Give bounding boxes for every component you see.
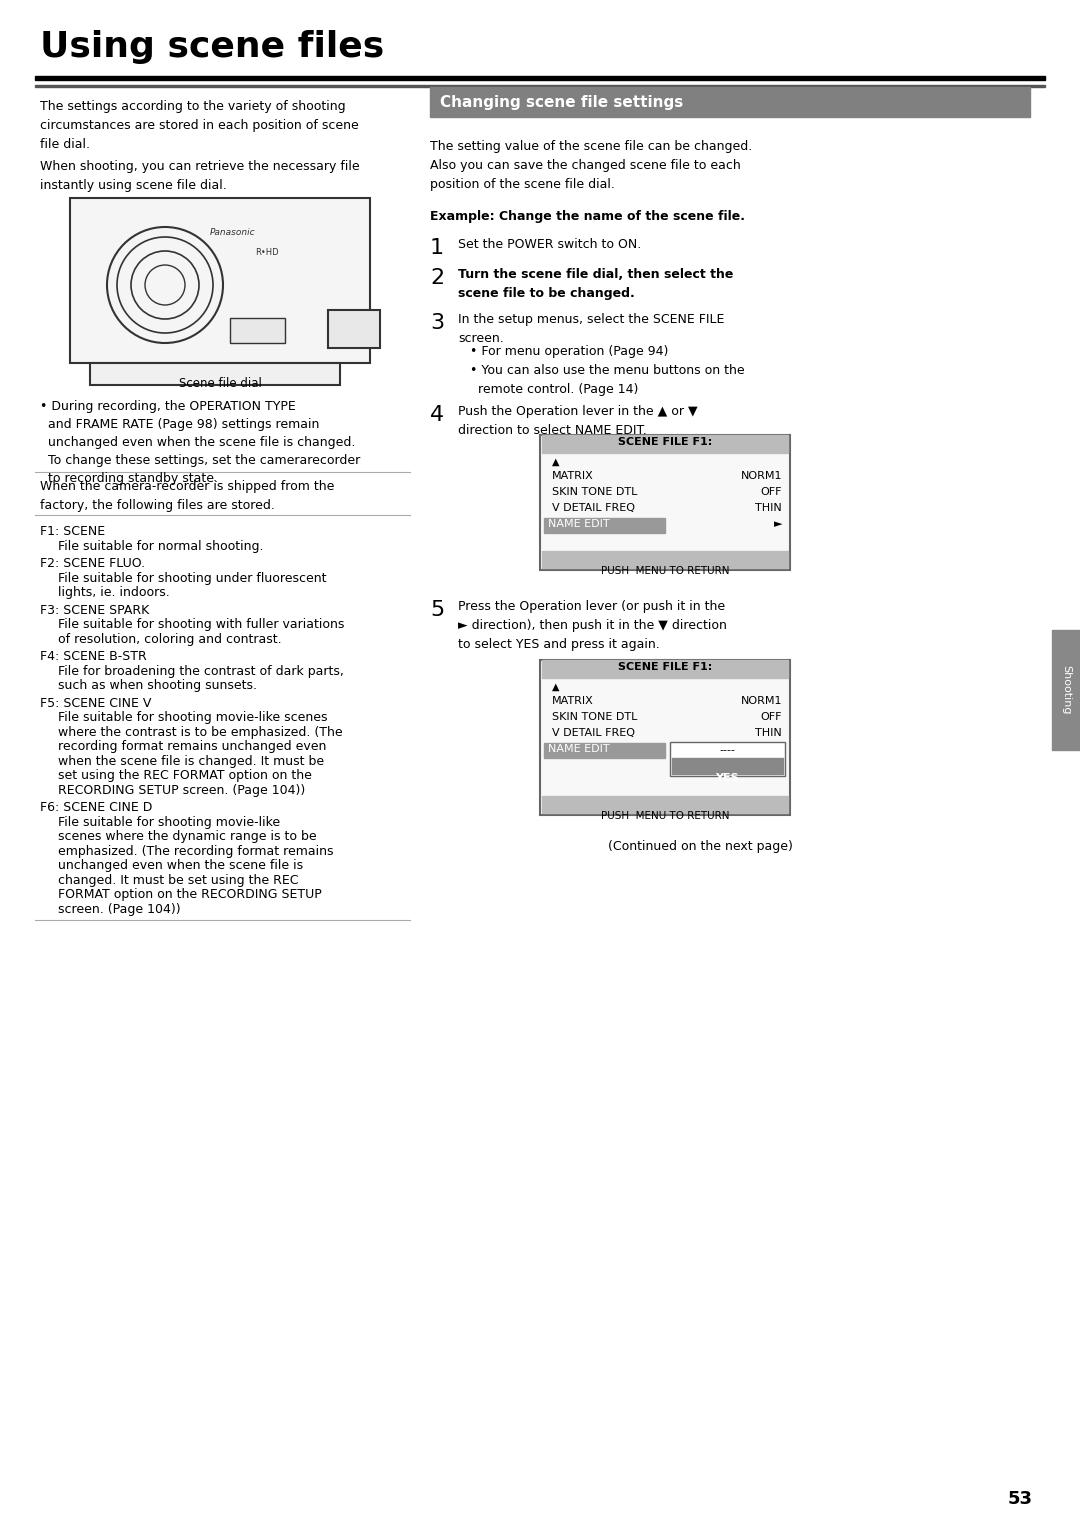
Text: When shooting, you can retrieve the necessary file
instantly using scene file di: When shooting, you can retrieve the nece… xyxy=(40,159,360,192)
Text: of resolution, coloring and contrast.: of resolution, coloring and contrast. xyxy=(58,633,282,645)
Bar xyxy=(544,743,665,758)
Text: FORMAT option on the RECORDING SETUP: FORMAT option on the RECORDING SETUP xyxy=(58,889,322,901)
Text: THIN: THIN xyxy=(755,728,782,738)
Text: NORM1: NORM1 xyxy=(741,470,782,481)
Text: scenes where the dynamic range is to be: scenes where the dynamic range is to be xyxy=(58,830,316,843)
Text: 1: 1 xyxy=(430,237,444,257)
Text: ----: ---- xyxy=(719,745,735,755)
Bar xyxy=(230,319,285,343)
Text: MATRIX: MATRIX xyxy=(552,470,594,481)
Text: NAME EDIT: NAME EDIT xyxy=(548,519,609,529)
Text: In the setup menus, select the SCENE FILE
screen.: In the setup menus, select the SCENE FIL… xyxy=(458,313,725,345)
Text: File suitable for shooting movie-like: File suitable for shooting movie-like xyxy=(58,815,280,829)
Text: F5: SCENE CINE V: F5: SCENE CINE V xyxy=(40,697,151,709)
Bar xyxy=(540,435,789,570)
Text: F3: SCENE SPARK: F3: SCENE SPARK xyxy=(40,604,149,616)
Text: When the camera-recorder is shipped from the
factory, the following files are st: When the camera-recorder is shipped from… xyxy=(40,480,335,512)
Bar xyxy=(430,87,1030,116)
Bar xyxy=(35,77,1045,80)
Text: 3: 3 xyxy=(430,313,444,332)
Text: RECORDING SETUP screen. (Page 104)): RECORDING SETUP screen. (Page 104)) xyxy=(58,783,306,797)
Text: F6: SCENE CINE D: F6: SCENE CINE D xyxy=(40,801,152,813)
Text: 2: 2 xyxy=(430,268,444,288)
Text: unchanged even when the scene file is: unchanged even when the scene file is xyxy=(58,859,303,872)
Text: PUSH  MENU TO RETURN: PUSH MENU TO RETURN xyxy=(600,810,729,821)
Text: SKIN TONE DTL: SKIN TONE DTL xyxy=(552,712,637,722)
Text: set using the REC FORMAT option on the: set using the REC FORMAT option on the xyxy=(58,769,312,781)
Text: SCENE FILE F1:: SCENE FILE F1: xyxy=(618,662,712,673)
Text: File suitable for shooting under fluorescent: File suitable for shooting under fluores… xyxy=(58,571,326,585)
Text: PUSH  MENU TO RETURN: PUSH MENU TO RETURN xyxy=(600,565,729,576)
Text: SKIN TONE DTL: SKIN TONE DTL xyxy=(552,487,637,496)
Text: Shooting: Shooting xyxy=(1061,665,1071,715)
Bar xyxy=(1052,630,1080,751)
Text: F4: SCENE B-STR: F4: SCENE B-STR xyxy=(40,650,147,663)
Text: File suitable for normal shooting.: File suitable for normal shooting. xyxy=(58,539,264,553)
Bar xyxy=(328,309,380,348)
Bar xyxy=(540,660,789,815)
Text: R•HD: R•HD xyxy=(255,248,279,257)
Text: Scene file dial: Scene file dial xyxy=(178,377,261,391)
Text: changed. It must be set using the REC: changed. It must be set using the REC xyxy=(58,873,298,887)
Bar xyxy=(544,518,665,533)
Bar xyxy=(542,435,788,453)
Bar xyxy=(542,797,788,813)
Text: Set the POWER switch to ON.: Set the POWER switch to ON. xyxy=(458,237,642,251)
Text: 4: 4 xyxy=(430,404,444,424)
Text: such as when shooting sunsets.: such as when shooting sunsets. xyxy=(58,679,257,692)
Bar xyxy=(90,363,340,385)
Text: THIN: THIN xyxy=(755,502,782,513)
Text: OFF: OFF xyxy=(760,712,782,722)
Text: ▲: ▲ xyxy=(552,682,559,692)
Text: YES: YES xyxy=(715,774,739,783)
Text: The settings according to the variety of shooting
circumstances are stored in ea: The settings according to the variety of… xyxy=(40,100,359,152)
Text: Push the Operation lever in the ▲ or ▼
direction to select NAME EDIT.: Push the Operation lever in the ▲ or ▼ d… xyxy=(458,404,698,437)
Text: recording format remains unchanged even: recording format remains unchanged even xyxy=(58,740,326,754)
Text: lights, ie. indoors.: lights, ie. indoors. xyxy=(58,587,170,599)
Text: V DETAIL FREQ: V DETAIL FREQ xyxy=(552,502,635,513)
Text: screen. (Page 104)): screen. (Page 104)) xyxy=(58,902,180,916)
Text: ▲: ▲ xyxy=(552,457,559,467)
Text: 5: 5 xyxy=(430,601,444,620)
Text: File suitable for shooting movie-like scenes: File suitable for shooting movie-like sc… xyxy=(58,711,327,725)
Text: where the contrast is to be emphasized. (The: where the contrast is to be emphasized. … xyxy=(58,726,342,738)
Bar xyxy=(70,198,370,363)
Text: ►: ► xyxy=(773,519,782,529)
Text: • For menu operation (Page 94)
• You can also use the menu buttons on the
  remo: • For menu operation (Page 94) • You can… xyxy=(470,345,744,395)
Text: • During recording, the OPERATION TYPE
  and FRAME RATE (Page 98) settings remai: • During recording, the OPERATION TYPE a… xyxy=(40,400,361,486)
Text: Example: Change the name of the scene file.: Example: Change the name of the scene fi… xyxy=(430,210,745,224)
Text: NAME EDIT: NAME EDIT xyxy=(548,745,609,754)
Text: Press the Operation lever (or push it in the
► direction), then push it in the ▼: Press the Operation lever (or push it in… xyxy=(458,601,727,651)
Text: SCENE FILE F1:: SCENE FILE F1: xyxy=(618,437,712,447)
Text: when the scene file is changed. It must be: when the scene file is changed. It must … xyxy=(58,754,324,768)
Text: NORM1: NORM1 xyxy=(741,696,782,706)
Text: The setting value of the scene file can be changed.
Also you can save the change: The setting value of the scene file can … xyxy=(430,139,753,192)
Text: Using scene files: Using scene files xyxy=(40,31,384,64)
Text: V DETAIL FREQ: V DETAIL FREQ xyxy=(552,728,635,738)
Text: (Continued on the next page): (Continued on the next page) xyxy=(608,840,793,853)
Text: File suitable for shooting with fuller variations: File suitable for shooting with fuller v… xyxy=(58,617,345,631)
Text: OFF: OFF xyxy=(760,487,782,496)
Bar xyxy=(542,552,788,568)
Bar xyxy=(670,741,785,777)
Text: 53: 53 xyxy=(1008,1491,1032,1507)
Text: Turn the scene file dial, then select the
scene file to be changed.: Turn the scene file dial, then select th… xyxy=(458,268,733,300)
Text: File for broadening the contrast of dark parts,: File for broadening the contrast of dark… xyxy=(58,665,343,677)
Text: MATRIX: MATRIX xyxy=(552,696,594,706)
Text: F1: SCENE: F1: SCENE xyxy=(40,525,105,538)
Bar xyxy=(672,758,783,774)
Text: F2: SCENE FLUO.: F2: SCENE FLUO. xyxy=(40,558,145,570)
Bar xyxy=(542,660,788,679)
Text: Changing scene file settings: Changing scene file settings xyxy=(440,95,684,110)
Text: Panasonic: Panasonic xyxy=(210,228,256,237)
Text: emphasized. (The recording format remains: emphasized. (The recording format remain… xyxy=(58,844,334,858)
Bar xyxy=(35,84,1045,87)
